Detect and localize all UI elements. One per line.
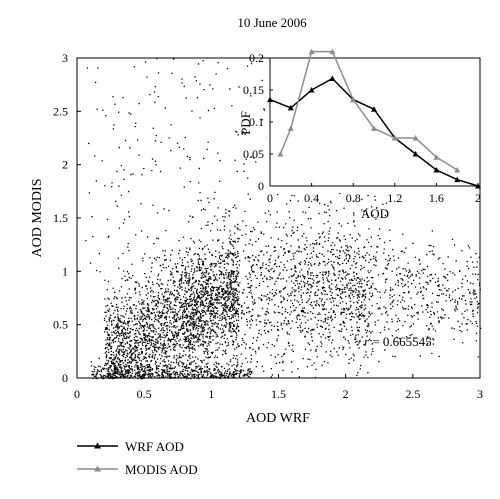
x-tick-label: 0 [74, 387, 80, 401]
inset-x-axis-label: AOD [361, 206, 389, 221]
series-marker-modis [287, 125, 294, 131]
series-marker-modis [454, 167, 461, 173]
series-marker-wrf [329, 75, 336, 81]
inset-y-tick-label: 0.1 [249, 115, 264, 129]
inset-x-tick-label: 2 [475, 191, 481, 205]
scatter-point-group [115, 87, 474, 379]
legend-marker-modis [94, 465, 101, 472]
x-tick-label: 1 [208, 387, 214, 401]
scatter-points [85, 58, 482, 380]
series-marker-wrf [412, 151, 419, 157]
x-tick-label: 2 [343, 387, 349, 401]
series-marker-wrf [287, 104, 294, 111]
series-marker-modis [350, 96, 357, 103]
y-tick-label: 0 [62, 371, 68, 385]
legend-marker-wrf [94, 442, 101, 449]
inset-axis-ticks: 0 0.4 0.8 1.2 1.6 2 0 0.05 0.1 0.15 0.2 [243, 51, 481, 205]
inset-y-tick-label: 0.15 [243, 83, 264, 97]
inset-y-tick-label: 0 [258, 179, 264, 193]
series-marker-modis [391, 135, 398, 141]
series-marker-wrf [371, 106, 377, 112]
scatter-axis-ticks: 0 0.5 1 1.5 2 2.5 3 0 0.5 1 1.5 2 2.5 3 [53, 51, 483, 401]
series-marker-wrf [433, 167, 440, 173]
series-marker-modis [308, 48, 315, 55]
y-tick-label: 2.5 [53, 104, 68, 118]
legend-item-modis: MODIS AOD [77, 462, 198, 477]
legend-label-modis: MODIS AOD [125, 462, 198, 477]
scatter-point-group [95, 155, 474, 378]
legend: WRF AOD MODIS AOD [77, 439, 198, 477]
inset-y-tick-label: 0.2 [249, 51, 264, 65]
inset-x-tick-label: 0.8 [346, 191, 361, 205]
x-tick-label: 0.5 [137, 387, 152, 401]
legend-label-wrf: WRF AOD [125, 439, 184, 454]
inset-x-tick-label: 0 [267, 191, 273, 205]
series-marker-wrf [308, 87, 315, 93]
correlation-annotation: r = 0.665545 [364, 334, 432, 349]
series-marker-modis [371, 125, 377, 131]
series-marker-wrf [475, 183, 481, 189]
y-tick-label: 1 [62, 264, 68, 278]
inset-x-tick-label: 1.6 [429, 191, 444, 205]
inset-pdf-plot: 0 0.4 0.8 1.2 1.6 2 0 0.05 0.1 0.15 0.2 AOD PDF [238, 48, 481, 221]
scatter-point-group [106, 222, 467, 378]
x-tick-label: 2.5 [405, 387, 420, 401]
series-line-modis [279, 50, 458, 171]
x-tick-label: 1.5 [271, 387, 286, 401]
inset-x-tick-label: 0.4 [304, 191, 319, 205]
series-marker-modis [277, 151, 284, 157]
y-tick-label: 0.5 [53, 318, 68, 332]
y-tick-label: 3 [62, 51, 68, 65]
inset-y-axis-label: PDF [238, 111, 253, 135]
series-marker-modis [433, 154, 440, 160]
inset-x-tick-label: 1.2 [387, 191, 402, 205]
legend-item-wrf: WRF AOD [77, 439, 184, 454]
series-marker-modis [329, 48, 336, 55]
y-tick-label: 2 [62, 158, 68, 172]
series-marker-modis [412, 135, 419, 141]
correlation-value: = 0.665545 [369, 334, 432, 349]
series-marker-wrf [267, 96, 273, 103]
y-tick-label: 1.5 [53, 211, 68, 225]
scatter-point-group [95, 195, 440, 380]
inset-series [267, 48, 481, 189]
chart-title: 10 June 2006 [237, 15, 307, 30]
y-axis-label: AOD MODIS [30, 179, 45, 258]
correlation-symbol: r [364, 334, 370, 349]
x-tick-label: 3 [477, 387, 483, 401]
inset-y-tick-label: 0.05 [243, 147, 264, 161]
series-marker-wrf [454, 176, 461, 183]
scatter-plot: 0 0.5 1 1.5 2 2.5 3 0 0.5 1 1.5 2 2.5 3 AOD WRF AOD M… [30, 51, 483, 426]
x-axis-label: AOD WRF [246, 411, 310, 426]
